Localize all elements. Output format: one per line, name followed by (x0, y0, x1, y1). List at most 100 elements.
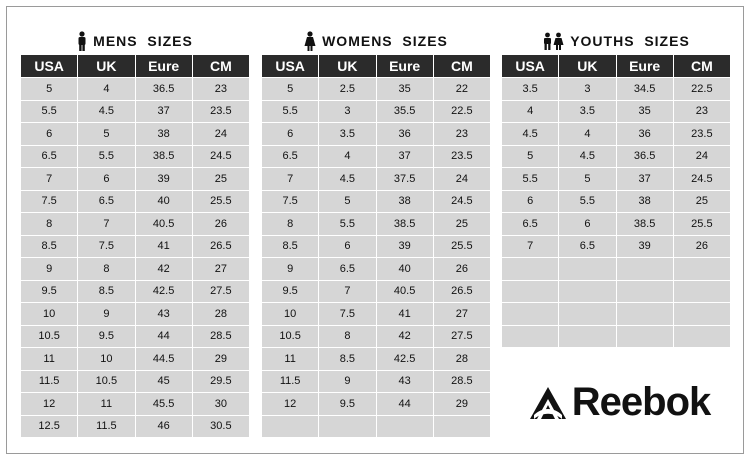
size-cell: 42 (376, 325, 433, 347)
size-cell: 6.5 (319, 258, 376, 280)
size-cell: 28.5 (192, 325, 249, 347)
table-row: 5 2.5 35 22 (262, 78, 490, 100)
size-cell: 6.5 (262, 145, 319, 167)
table-row: 8 5.5 38.5 25 (262, 213, 490, 235)
size-cell: 3.5 (559, 100, 616, 122)
table-row: 8 7 40.5 26 (21, 213, 249, 235)
table-row: 10 9 43 28 (21, 303, 249, 325)
size-cell: 7 (502, 235, 559, 257)
size-cell: 25 (673, 190, 730, 212)
size-cell: 24 (673, 145, 730, 167)
size-cell: 11 (21, 348, 78, 370)
size-cell: 10.5 (21, 325, 78, 347)
size-cell (319, 415, 376, 437)
size-cell: 7.5 (262, 190, 319, 212)
size-cell: 23.5 (433, 145, 490, 167)
size-cell: 30 (192, 393, 249, 415)
size-cell: 23.5 (192, 100, 249, 122)
size-cell: 23 (433, 123, 490, 145)
table-row: 6.5 6 38.5 25.5 (502, 213, 730, 235)
size-cell: 35 (376, 78, 433, 100)
reebok-delta-icon (529, 386, 566, 419)
table-row: 7 6.5 39 26 (502, 235, 730, 257)
size-cell: 7 (78, 213, 135, 235)
size-cell: 24.5 (673, 168, 730, 190)
size-cell: 9 (78, 303, 135, 325)
size-cell: 44 (135, 325, 192, 347)
size-cell: 6 (559, 213, 616, 235)
size-cell: 22.5 (673, 78, 730, 100)
table-row: 5.5 3 35.5 22.5 (262, 100, 490, 122)
size-cell: 29 (192, 348, 249, 370)
table-row: 5 4 36.5 23 (21, 78, 249, 100)
size-cell (616, 280, 673, 302)
size-cell: 11 (78, 393, 135, 415)
size-cell: 40 (376, 258, 433, 280)
column-header: UK (559, 55, 616, 77)
size-cell: 23.5 (673, 123, 730, 145)
size-cell: 29 (433, 393, 490, 415)
size-cell: 39 (135, 168, 192, 190)
size-cell: 40 (135, 190, 192, 212)
table-row: 10.5 9.5 44 28.5 (21, 325, 249, 347)
children-icon (544, 32, 564, 50)
size-cell: 10 (262, 303, 319, 325)
size-cell: 39 (616, 235, 673, 257)
size-cell: 7 (262, 168, 319, 190)
size-cell: 10 (78, 348, 135, 370)
size-cell: 3.5 (502, 78, 559, 100)
size-cell (502, 325, 559, 347)
size-cell: 5 (502, 145, 559, 167)
size-cell: 37 (376, 145, 433, 167)
size-cell: 8.5 (21, 235, 78, 257)
size-cell: 38 (376, 190, 433, 212)
size-cell: 40.5 (376, 280, 433, 302)
size-cell: 6 (319, 235, 376, 257)
size-cell: 8 (319, 325, 376, 347)
table-row (502, 325, 730, 347)
size-cell: 22 (433, 78, 490, 100)
woman-icon (304, 31, 316, 51)
size-cell: 7 (319, 280, 376, 302)
size-cell: 25.5 (192, 190, 249, 212)
size-cell (433, 415, 490, 437)
size-cell: 6.5 (502, 213, 559, 235)
size-cell: 26 (192, 213, 249, 235)
size-cell: 26 (673, 235, 730, 257)
table-row: 9.5 8.5 42.5 27.5 (21, 280, 249, 302)
size-cell: 39 (376, 235, 433, 257)
youths-title: YOUTHS SIZES (501, 28, 731, 54)
size-cell: 9.5 (262, 280, 319, 302)
table-row: 6 5.5 38 25 (502, 190, 730, 212)
size-cell: 3 (559, 78, 616, 100)
womens-panel: WOMENS SIZES USA UK Eure CM 5 2.5 35 22 5.5 3 35.… (261, 28, 491, 438)
size-cell: 4 (559, 123, 616, 145)
column-header: CM (673, 55, 730, 77)
table-row: 6.5 4 37 23.5 (262, 145, 490, 167)
size-cell: 34.5 (616, 78, 673, 100)
column-header: UK (319, 55, 376, 77)
size-cell: 5.5 (319, 213, 376, 235)
mens-title: MENS SIZES (20, 28, 250, 54)
size-cell: 35.5 (376, 100, 433, 122)
size-cell (262, 415, 319, 437)
size-cell: 5 (21, 78, 78, 100)
table-row: 8.5 6 39 25.5 (262, 235, 490, 257)
size-cell: 5.5 (502, 168, 559, 190)
size-cell: 7 (21, 168, 78, 190)
size-cell: 38 (616, 190, 673, 212)
table-row: 4.5 4 36 23.5 (502, 123, 730, 145)
size-cell: 11.5 (78, 415, 135, 437)
youths-panel: YOUTHS SIZES USA UK Eure CM 3.5 3 34.5 22.5 4 3.… (501, 28, 731, 348)
size-cell: 25 (433, 213, 490, 235)
size-cell: 8 (21, 213, 78, 235)
size-cell: 7.5 (319, 303, 376, 325)
size-cell: 42 (135, 258, 192, 280)
size-cell: 8.5 (262, 235, 319, 257)
size-cell: 25.5 (433, 235, 490, 257)
womens-table: USA UK Eure CM 5 2.5 35 22 5.5 3 35.5 22.5 6 3.5 36 23… (261, 54, 491, 438)
size-cell: 10.5 (78, 370, 135, 392)
size-cell (559, 303, 616, 325)
size-cell: 11.5 (21, 370, 78, 392)
table-row: 7.5 6.5 40 25.5 (21, 190, 249, 212)
